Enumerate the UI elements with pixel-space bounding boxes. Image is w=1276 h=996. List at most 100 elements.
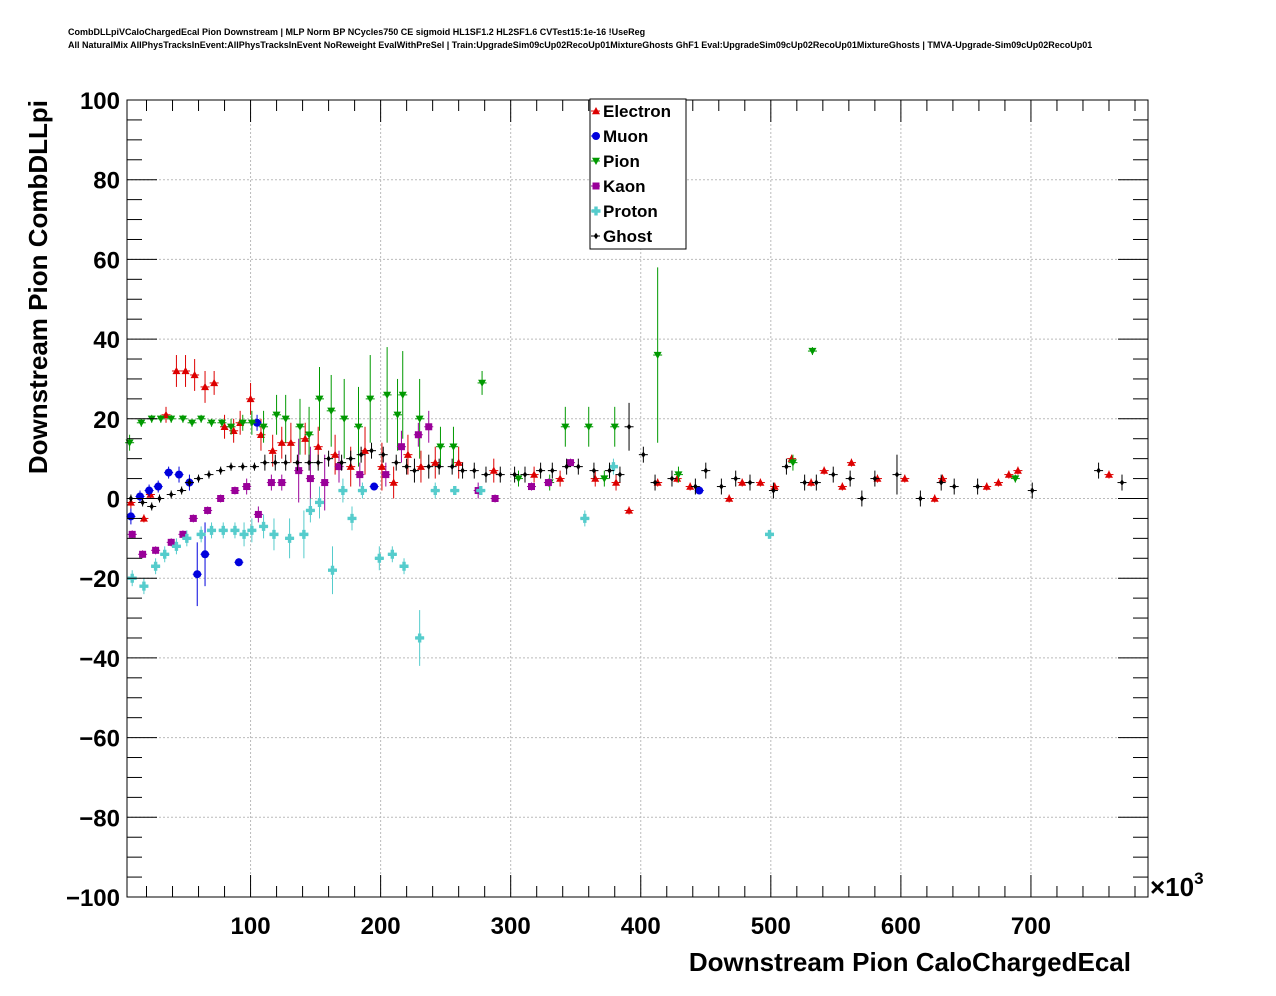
ghost-point — [828, 466, 838, 483]
electron-point — [489, 458, 499, 483]
proton-point — [305, 498, 315, 523]
electron-point — [993, 478, 1003, 487]
data-marker — [807, 478, 816, 486]
proton-point — [430, 482, 440, 499]
legend-marker — [591, 206, 601, 216]
electron-point — [755, 478, 765, 487]
pion-point — [435, 426, 445, 467]
y-tick-label: −40 — [79, 646, 120, 673]
x-axis-exponent: ×103 — [1150, 869, 1204, 902]
data-marker — [227, 423, 236, 431]
data-marker — [272, 411, 281, 419]
data-marker — [415, 633, 425, 643]
data-marker — [567, 459, 575, 467]
data-marker — [538, 467, 543, 474]
data-marker — [576, 463, 581, 470]
pion-point — [807, 347, 817, 356]
pion-point — [653, 267, 663, 443]
proton-point — [171, 538, 181, 555]
pion-point — [339, 378, 349, 459]
ghost-point — [391, 454, 401, 471]
data-marker — [164, 468, 173, 477]
electron-point — [181, 355, 191, 387]
electron-point — [416, 450, 426, 483]
data-marker — [382, 471, 390, 479]
kaon-point — [381, 462, 391, 487]
ghost-point — [378, 446, 388, 463]
electron-point — [737, 478, 747, 487]
legend-box — [589, 98, 687, 250]
data-marker — [356, 471, 364, 479]
y-tick-label: −60 — [79, 726, 120, 753]
ghost-point — [409, 458, 419, 483]
legend-marker — [592, 182, 600, 190]
series-muon — [126, 414, 704, 607]
data-marker — [653, 351, 662, 360]
data-marker — [393, 411, 402, 419]
data-marker — [530, 470, 539, 478]
data-marker — [859, 495, 865, 502]
electron-point — [161, 406, 171, 423]
proton-point — [196, 526, 206, 543]
data-marker — [544, 479, 552, 487]
data-marker — [394, 459, 399, 466]
ghost-point — [589, 462, 599, 479]
data-marker — [512, 471, 517, 478]
data-marker — [561, 423, 570, 431]
data-marker — [918, 495, 923, 502]
data-marker — [838, 482, 847, 490]
data-marker — [348, 455, 353, 462]
proton-point — [314, 486, 324, 519]
ghost-point — [690, 478, 700, 495]
data-marker — [361, 446, 370, 454]
proton-point — [338, 478, 348, 503]
ghost-point — [424, 454, 434, 479]
data-marker — [938, 479, 944, 486]
pion-point — [178, 414, 188, 423]
data-marker — [404, 463, 409, 470]
pion-point — [599, 470, 609, 487]
ghost-point — [356, 446, 366, 463]
data-marker — [172, 366, 181, 375]
ghost-point — [1094, 462, 1104, 479]
pion-point — [314, 366, 324, 431]
data-marker — [252, 463, 257, 470]
proton-point — [347, 506, 357, 531]
pion-point — [1010, 474, 1020, 483]
data-marker — [206, 471, 212, 478]
data-marker — [478, 379, 487, 387]
data-marker — [295, 459, 300, 466]
data-marker — [154, 482, 163, 491]
proton-point — [151, 558, 161, 575]
pion-point — [136, 418, 146, 427]
electron-point — [454, 446, 464, 479]
data-marker — [152, 546, 160, 554]
legend-item-kaon: Kaon — [591, 177, 646, 196]
ghost-point — [800, 474, 810, 491]
proton-point — [299, 510, 309, 559]
ghost-point — [768, 482, 778, 499]
proton-point — [765, 529, 775, 539]
muon-point — [694, 486, 704, 495]
muon-point — [234, 558, 244, 567]
ghost-point — [892, 454, 902, 495]
data-marker — [617, 471, 623, 478]
electron-point — [300, 422, 310, 455]
electron-point — [529, 466, 539, 483]
data-marker — [652, 479, 658, 486]
data-marker — [626, 423, 632, 430]
data-marker — [994, 478, 1003, 486]
ghost-point — [638, 446, 648, 463]
data-marker — [234, 558, 243, 567]
data-marker — [1104, 470, 1113, 478]
kaon-point — [216, 494, 226, 503]
electron-point — [403, 434, 413, 475]
data-marker — [415, 415, 424, 423]
data-marker — [756, 478, 765, 486]
grid-lines — [127, 100, 1148, 897]
y-tick-label: 60 — [93, 247, 120, 274]
data-marker — [514, 475, 523, 483]
data-marker — [498, 471, 503, 478]
data-marker — [556, 474, 565, 482]
legend-marker — [592, 107, 600, 115]
